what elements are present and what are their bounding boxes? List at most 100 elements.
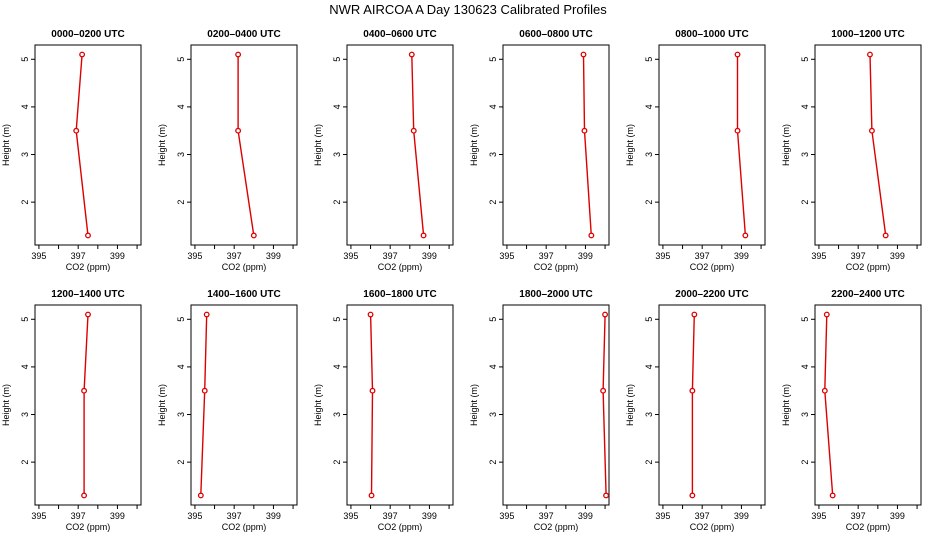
panel-title: 1600–1800 UTC (363, 289, 436, 300)
y-axis-label: Height (m) (625, 124, 635, 166)
plot-frame (658, 44, 766, 246)
y-tick-label: 4 (332, 364, 342, 369)
y-tick-label: 4 (644, 364, 654, 369)
data-point (367, 311, 374, 318)
profile-line (582, 54, 592, 236)
profile-line (691, 314, 695, 496)
profile-line (869, 54, 887, 236)
data-point (600, 387, 607, 394)
data-point (829, 492, 836, 499)
data-point (603, 492, 610, 499)
panel-title: 1800–2000 UTC (519, 289, 592, 300)
x-axis-label: CO2 (ppm) (66, 262, 111, 272)
x-tick-label: 395 (499, 251, 514, 261)
x-tick-label: 395 (31, 251, 46, 261)
y-tick-label: 2 (488, 460, 498, 465)
y-tick-label: 3 (332, 152, 342, 157)
x-axis-label: CO2 (ppm) (222, 262, 267, 272)
x-tick-label: 397 (695, 511, 710, 521)
x-tick-label: 395 (655, 511, 670, 521)
panel-1: 0000–0200 UTC 395 397 399 2 3 4 5 CO2 (ppm) Heigh… (1, 29, 142, 272)
y-axis-label: Height (m) (781, 124, 791, 166)
data-point (197, 492, 204, 499)
x-tick-label: 395 (343, 511, 358, 521)
x-axis-label: CO2 (ppm) (222, 522, 267, 532)
y-axis-label: Height (m) (469, 124, 479, 166)
y-tick-label: 4 (800, 104, 810, 109)
data-point (368, 492, 375, 499)
y-tick-label: 5 (488, 317, 498, 322)
panel-3: 0400–0600 UTC 395 397 399 2 3 4 5 CO2 (ppm) Heigh… (313, 29, 454, 272)
y-tick-label: 2 (644, 200, 654, 205)
x-axis-label: CO2 (ppm) (534, 262, 579, 272)
data-point (691, 311, 698, 318)
y-tick-label: 5 (20, 57, 30, 62)
y-tick-label: 5 (800, 317, 810, 322)
y-axis-label: Height (m) (157, 124, 167, 166)
x-tick-label: 397 (539, 511, 554, 521)
x-tick-label: 399 (578, 251, 593, 261)
y-axis-label: Height (m) (1, 384, 11, 426)
data-point (235, 51, 242, 58)
x-tick-label: 397 (383, 511, 398, 521)
x-axis-label: CO2 (ppm) (846, 262, 891, 272)
data-point (235, 127, 242, 134)
x-tick-label: 399 (110, 251, 125, 261)
panel-title: 0400–0600 UTC (363, 29, 436, 40)
y-axis-label: Height (m) (469, 384, 479, 426)
x-tick-label: 395 (343, 251, 358, 261)
y-axis-label: Height (m) (313, 124, 323, 166)
x-tick-label: 397 (383, 251, 398, 261)
y-tick-label: 3 (176, 412, 186, 417)
data-point (250, 232, 257, 239)
data-point (79, 51, 86, 58)
y-tick-label: 3 (332, 412, 342, 417)
y-tick-label: 4 (176, 364, 186, 369)
data-point (581, 127, 588, 134)
x-tick-label: 397 (227, 511, 242, 521)
x-tick-label: 397 (851, 511, 866, 521)
plot-frame (502, 44, 610, 246)
data-point (81, 387, 88, 394)
panel-grid: 0000–0200 UTC 395 397 399 2 3 4 5 CO2 (ppm) Heigh… (1, 29, 922, 532)
x-tick-label: 395 (31, 511, 46, 521)
data-point (689, 387, 696, 394)
y-tick-label: 4 (488, 364, 498, 369)
y-tick-label: 4 (20, 364, 30, 369)
panel-6: 1000–1200 UTC 395 397 399 2 3 4 5 CO2 (ppm) Heigh… (781, 29, 922, 272)
x-axis-label: CO2 (ppm) (66, 522, 111, 532)
panel-10: 1800–2000 UTC 395 397 399 2 3 4 5 CO2 (ppm) Heigh… (469, 289, 610, 532)
panel-9: 1600–1800 UTC 395 397 399 2 3 4 5 CO2 (ppm) Heigh… (313, 289, 454, 532)
x-tick-label: 397 (851, 251, 866, 261)
profile-line (200, 314, 208, 496)
y-tick-label: 2 (332, 460, 342, 465)
plot-frame (502, 304, 610, 506)
plot-frame (346, 304, 454, 506)
x-tick-label: 399 (422, 251, 437, 261)
y-tick-label: 5 (488, 57, 498, 62)
y-tick-label: 2 (20, 200, 30, 205)
data-point (602, 311, 609, 318)
y-tick-label: 2 (800, 460, 810, 465)
y-tick-label: 2 (20, 460, 30, 465)
x-tick-label: 399 (110, 511, 125, 521)
profile-line (75, 54, 89, 236)
y-tick-label: 5 (644, 317, 654, 322)
data-point (821, 387, 828, 394)
y-axis-label: Height (m) (781, 384, 791, 426)
y-tick-label: 5 (20, 317, 30, 322)
plot-frame (658, 304, 766, 506)
y-tick-label: 4 (20, 104, 30, 109)
x-axis-label: CO2 (ppm) (378, 522, 423, 532)
plot-frame (34, 304, 142, 506)
y-tick-label: 5 (644, 57, 654, 62)
y-axis-label: Height (m) (313, 384, 323, 426)
y-tick-label: 5 (332, 317, 342, 322)
panel-title: 1200–1400 UTC (51, 289, 124, 300)
y-tick-label: 2 (176, 200, 186, 205)
y-tick-label: 2 (800, 200, 810, 205)
y-tick-label: 3 (20, 152, 30, 157)
x-tick-label: 395 (811, 251, 826, 261)
x-axis-label: CO2 (ppm) (378, 262, 423, 272)
panel-7: 1200–1400 UTC 395 397 399 2 3 4 5 CO2 (ppm) Heigh… (1, 289, 142, 532)
